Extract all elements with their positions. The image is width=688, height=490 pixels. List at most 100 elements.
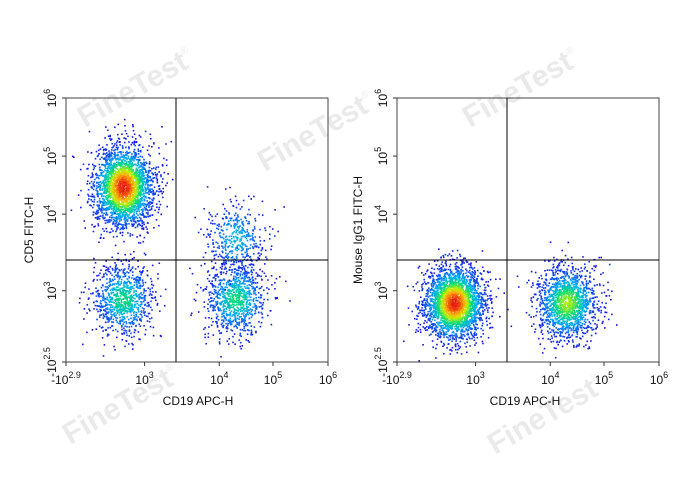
event-dot — [246, 230, 248, 233]
event-dot — [125, 307, 127, 309]
event-dot — [104, 176, 106, 179]
event-dot — [155, 299, 157, 302]
event-dot — [119, 174, 121, 177]
event-dot — [161, 165, 164, 167]
event-dot — [131, 153, 133, 155]
event-dot — [105, 191, 107, 194]
event-dot — [143, 312, 145, 314]
event-dot — [246, 301, 248, 303]
event-dot — [248, 272, 250, 274]
event-dot — [233, 287, 236, 290]
event-dot — [229, 283, 231, 285]
event-dot — [114, 186, 116, 189]
event-dot — [124, 281, 126, 283]
event-dot — [142, 190, 144, 192]
event-dot — [211, 304, 213, 307]
event-dot — [246, 245, 248, 248]
event-dot — [130, 325, 133, 328]
event-dot — [135, 210, 138, 213]
event-dot — [234, 294, 237, 296]
event-dot — [127, 205, 129, 207]
event-dot — [103, 309, 105, 312]
event-dot — [118, 223, 121, 225]
event-dot — [95, 189, 97, 192]
event-dot — [125, 171, 128, 174]
event-dot — [483, 284, 486, 286]
event-dot — [113, 306, 116, 309]
event-dot — [114, 151, 116, 154]
event-dot — [238, 285, 240, 288]
event-dot — [118, 172, 120, 175]
event-dot — [221, 242, 223, 244]
event-dot — [123, 166, 125, 168]
event-dot — [108, 201, 111, 203]
event-dot — [227, 257, 229, 259]
event-dot — [95, 290, 98, 293]
event-dot — [112, 236, 115, 238]
event-dot — [259, 287, 262, 289]
event-dot — [131, 178, 133, 181]
event-dot — [148, 304, 150, 306]
event-dot — [106, 203, 108, 206]
event-dot — [239, 232, 241, 234]
event-dot — [148, 171, 150, 173]
event-dot — [270, 275, 273, 277]
event-dot — [83, 308, 86, 310]
event-dot — [225, 272, 227, 275]
event-dot — [114, 220, 117, 222]
event-dot — [251, 260, 253, 262]
event-dot — [111, 308, 113, 311]
event-dot — [144, 299, 146, 301]
event-dot — [110, 170, 112, 173]
event-dot — [101, 212, 103, 214]
event-dot — [106, 316, 108, 318]
event-dot — [144, 254, 147, 256]
event-dot — [114, 158, 117, 160]
event-dot — [104, 222, 107, 224]
event-dot — [106, 201, 109, 204]
event-dot — [111, 149, 113, 151]
event-dot — [230, 273, 232, 276]
event-dot — [234, 219, 237, 221]
event-dot — [206, 277, 209, 280]
event-dot — [136, 275, 139, 278]
event-dot — [127, 296, 129, 298]
event-dot — [128, 305, 131, 307]
event-dot — [136, 179, 139, 181]
event-dot — [233, 310, 235, 313]
event-dot — [116, 225, 118, 228]
event-dot — [262, 302, 265, 304]
event-dot — [119, 198, 122, 201]
event-dot — [110, 155, 113, 157]
event-dot — [120, 178, 122, 181]
event-dot — [94, 225, 96, 228]
event-dot — [248, 322, 250, 324]
event-dot — [133, 214, 136, 216]
event-dot — [266, 258, 268, 260]
event-dot — [212, 242, 214, 244]
event-dot — [221, 263, 223, 266]
event-dot — [124, 294, 126, 296]
event-dot — [139, 270, 141, 273]
event-dot — [108, 300, 111, 303]
event-dot — [118, 177, 120, 179]
event-dot — [114, 165, 116, 167]
event-dot — [200, 286, 202, 289]
event-dot — [143, 163, 146, 165]
event-dot — [102, 237, 105, 239]
event-dot — [220, 273, 222, 275]
event-dot — [219, 279, 221, 281]
event-dot — [141, 279, 144, 281]
event-dot — [140, 165, 143, 168]
event-dot — [117, 179, 119, 182]
event-dot — [134, 183, 137, 185]
event-dot — [119, 295, 122, 297]
event-dot — [122, 158, 125, 161]
event-dot — [240, 237, 243, 240]
event-dot — [240, 347, 242, 350]
event-dot — [246, 272, 249, 275]
event-dot — [250, 310, 253, 313]
event-dot — [93, 195, 95, 198]
event-dot — [138, 175, 140, 178]
